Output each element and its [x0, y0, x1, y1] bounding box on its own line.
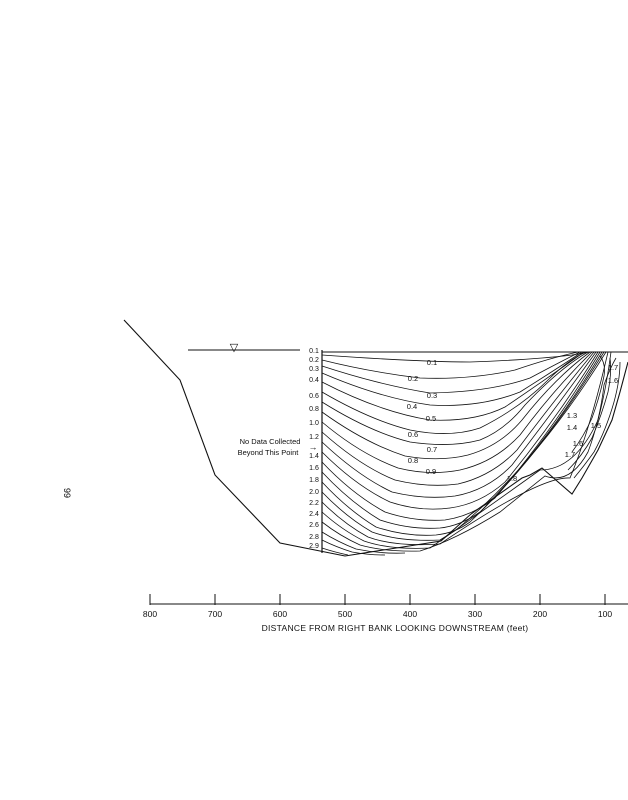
- x-axis-title: DISTANCE FROM RIGHT BANK LOOKING DOWNSTR…: [262, 623, 529, 633]
- contour-label: 0.8: [408, 456, 418, 465]
- contour-line: [321, 351, 595, 486]
- contour-line: [321, 351, 609, 546]
- depth-scale-label: 2.9: [309, 543, 319, 550]
- depth-scale-label: 0.6: [309, 393, 319, 400]
- contour-line: [321, 351, 593, 473]
- contour-label: 1.3: [567, 411, 577, 420]
- contour-line: [573, 361, 621, 479]
- contour-line: [321, 539, 386, 556]
- x-axis-tick-label: 800: [143, 609, 157, 619]
- depth-scale-label: 1.2: [309, 434, 319, 441]
- depth-scale-label: 0.8: [309, 406, 319, 413]
- contour-line: [571, 355, 605, 453]
- depth-scale-label: 2.2: [309, 500, 319, 507]
- contour-label: 1.7: [565, 450, 575, 459]
- contour-label: 1.8: [507, 474, 517, 483]
- contour-line: [321, 351, 585, 421]
- contour-line: [321, 351, 587, 434]
- contour-label: 0.5: [426, 414, 436, 423]
- contour-label: 1.4: [567, 423, 577, 432]
- contour-line: [321, 351, 607, 541]
- contour-label: 0.3: [427, 391, 437, 400]
- contour-line: [321, 351, 597, 498]
- depth-scale-label: 1.6: [309, 465, 319, 472]
- contour-line: [321, 547, 349, 556]
- channel-bed-outline: [123, 319, 628, 557]
- contour-line: [321, 531, 406, 554]
- contour-line: [321, 351, 589, 445]
- x-axis-tick-label: 200: [533, 609, 547, 619]
- contour-line: [321, 351, 601, 521]
- x-axis-tick-label: 600: [273, 609, 287, 619]
- contour-label: 1.7: [608, 363, 618, 372]
- contour-label: 1.6: [573, 439, 583, 448]
- depth-scale-label: 0.4: [309, 377, 319, 384]
- water-surface-symbol: ▽: [230, 342, 239, 354]
- no-data-annotation-line1: No Data Collected: [240, 437, 301, 446]
- contour-label: 0.4: [407, 402, 417, 411]
- contour-line: [567, 357, 612, 471]
- depth-scale-labels: 0.1 0.2 0.3 0.4 0.6 0.8 1.0 1.2 1.4 1.6 1.8 2.0 2.2 2…: [309, 348, 319, 550]
- contour-line: [321, 351, 599, 510]
- contour-label: 0.2: [408, 374, 418, 383]
- velocity-contours: [321, 351, 621, 556]
- no-data-annotation-line2: Beyond This Point: [238, 448, 300, 457]
- contour-label: 0.6: [408, 430, 418, 439]
- contour-line: [321, 351, 583, 406]
- depth-scale-label: 2.6: [309, 522, 319, 529]
- depth-scale-label: 1.0: [309, 420, 319, 427]
- x-axis-tick-label: 300: [468, 609, 482, 619]
- depth-scale-label: 1.8: [309, 477, 319, 484]
- x-axis-tick-label: 700: [208, 609, 222, 619]
- x-axis-tick-label: 500: [338, 609, 352, 619]
- x-axis: 800 700 600 500 400 300 200 100 DISTANCE FROM R…: [143, 594, 628, 633]
- page-number: 99: [62, 488, 72, 498]
- depth-scale-label: 1.4: [309, 453, 319, 460]
- contour-line: [321, 351, 591, 460]
- contour-label: 1.5: [591, 421, 601, 430]
- no-data-arrow-icon: →: [309, 442, 318, 452]
- depth-scale-label: 0.2: [309, 357, 319, 364]
- x-axis-tick-label: 400: [403, 609, 417, 619]
- contour-label: 0.9: [426, 467, 436, 476]
- depth-scale-label: 2.4: [309, 511, 319, 518]
- x-axis-ticks: 800 700 600 500 400 300 200 100: [143, 594, 612, 619]
- contour-labels: 0.1 0.2 0.3 0.4 0.5 0.6 0.7 0.8 0.9 1.3 …: [407, 358, 618, 483]
- contour-line: [321, 351, 591, 363]
- contour-label: 0.1: [427, 358, 437, 367]
- depth-scale-label: 0.1: [309, 348, 319, 355]
- contour-label: 0.7: [427, 445, 437, 454]
- contour-line: [321, 351, 579, 379]
- contour-line: [321, 351, 603, 529]
- depth-scale-label: 0.3: [309, 366, 319, 373]
- x-axis-tick-label: 100: [598, 609, 612, 619]
- contour-line: [321, 351, 581, 394]
- depth-scale-label: 2.0: [309, 489, 319, 496]
- contour-label: 1.6: [608, 376, 618, 385]
- depth-scale-label: 2.8: [309, 534, 319, 541]
- contour-line: [321, 357, 617, 552]
